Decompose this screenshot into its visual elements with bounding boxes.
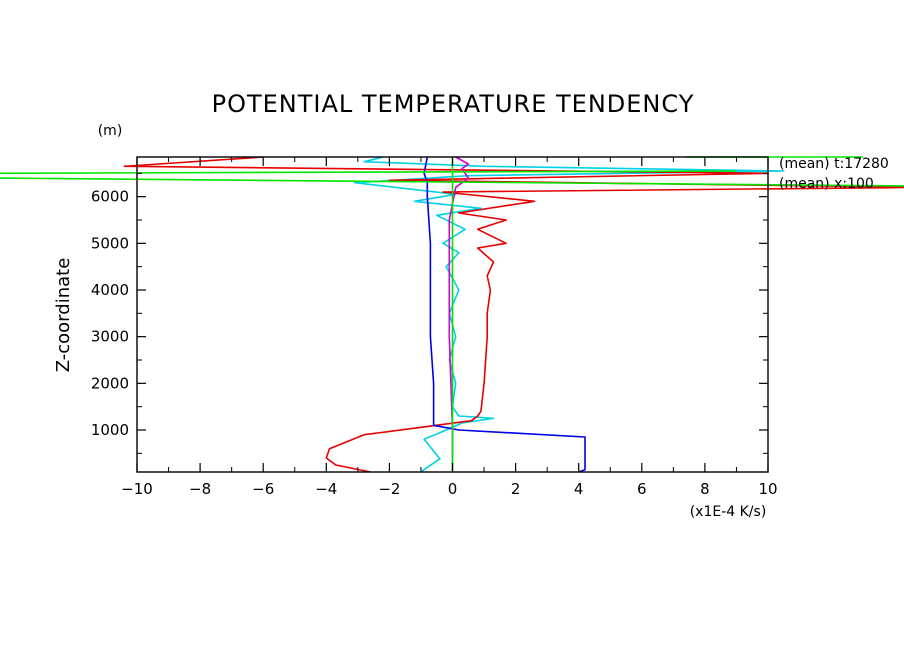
chart-title: POTENTIAL TEMPERATURE TENDENCY xyxy=(212,90,695,118)
x-tick-label: 6 xyxy=(637,480,647,498)
y-tick-label: 4000 xyxy=(91,281,129,299)
y-axis-label: Z-coordinate xyxy=(53,258,74,373)
series-line-4-segment-1 xyxy=(0,177,904,187)
series-line-2 xyxy=(423,156,586,473)
y-tick-label: 3000 xyxy=(91,328,129,346)
x-tick-label: −2 xyxy=(378,480,400,498)
y-tick-label: 6000 xyxy=(91,188,129,206)
y-tick-label: 2000 xyxy=(91,374,129,392)
y-axis-unit: (m) xyxy=(98,123,123,139)
series-line-4-segment-0 xyxy=(0,170,737,175)
axes-layer: −10 −8 −6 −4 −2 0 2 4 6 8 10 1000 2000 3000 4000 5000 60… xyxy=(91,156,778,498)
series-line-3 xyxy=(448,156,470,472)
annotation-mean-t: (mean) t:17280 xyxy=(779,156,889,172)
x-tick-label: 2 xyxy=(511,480,521,498)
x-tick-label: −6 xyxy=(252,480,274,498)
x-tick-label: −8 xyxy=(189,480,211,498)
annotation-mean-x: (mean) x:100 xyxy=(779,176,874,192)
x-tick-label: −10 xyxy=(121,480,153,498)
x-axis-unit: (x1E-4 K/s) xyxy=(690,504,767,520)
x-tick-label: 0 xyxy=(448,480,458,498)
x-tick-label: 10 xyxy=(758,480,777,498)
data-layer xyxy=(0,156,904,473)
x-tick-label: 4 xyxy=(574,480,584,498)
series-line-1 xyxy=(123,156,904,473)
x-tick-label: 8 xyxy=(700,480,710,498)
y-tick-label: 5000 xyxy=(91,234,129,252)
y-tick-label: 1000 xyxy=(91,421,129,439)
series-line-0 xyxy=(353,156,785,473)
x-tick-label: −4 xyxy=(315,480,337,498)
